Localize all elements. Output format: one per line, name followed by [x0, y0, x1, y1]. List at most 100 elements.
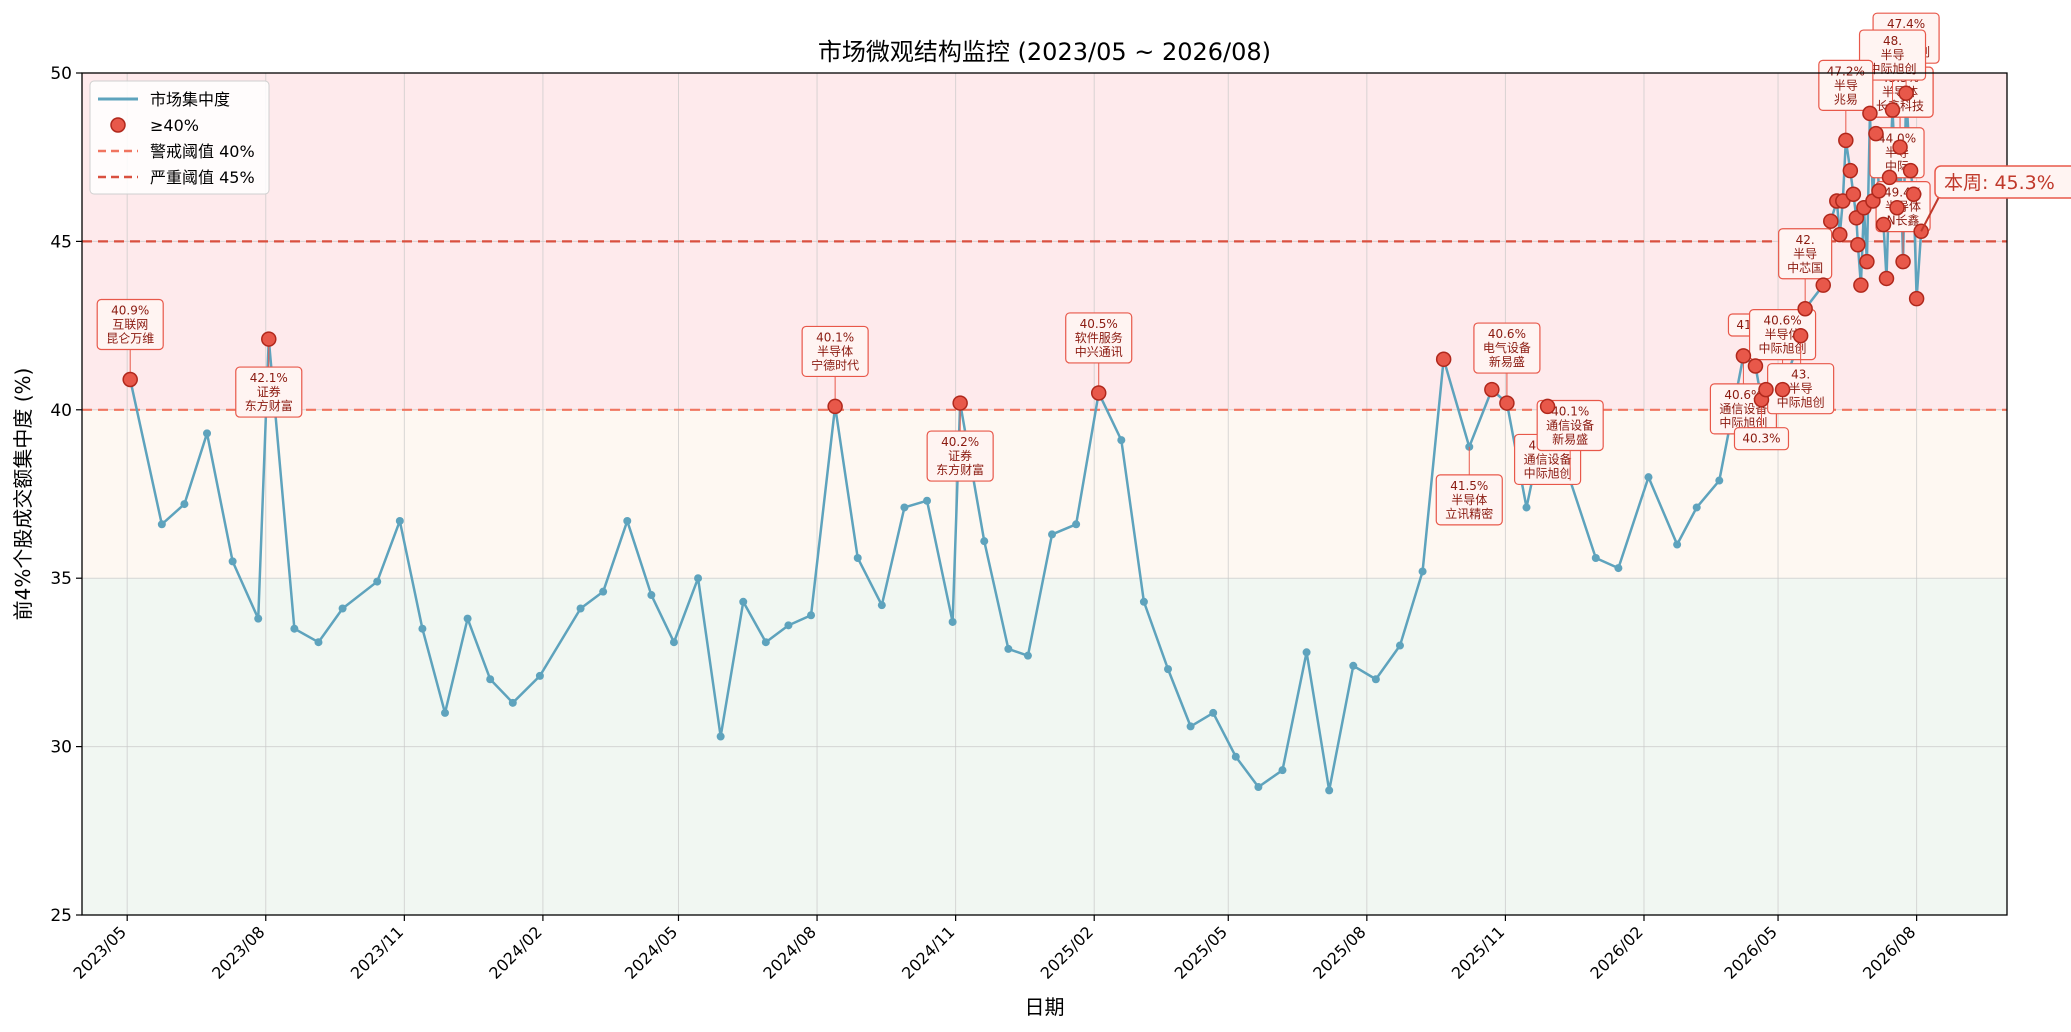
callout-text: 通信设备	[1524, 452, 1572, 466]
callout-box	[1435, 474, 1503, 526]
x-tick-label: 2023/08	[208, 922, 268, 982]
data-point	[576, 604, 585, 613]
callout-text: 40.6%	[1764, 314, 1802, 328]
data-point	[980, 537, 989, 546]
callout-box	[96, 298, 164, 351]
legend-label: 严重阈值 45%	[150, 168, 255, 187]
data-point	[1614, 564, 1623, 573]
callout-text: 半导	[1793, 247, 1817, 261]
highlight-marker	[261, 331, 277, 347]
x-tick-label: 2025/02	[1037, 922, 1097, 982]
callout-text: 东方财富	[936, 462, 984, 477]
data-point	[228, 557, 237, 566]
data-point	[1302, 648, 1311, 657]
data-point	[290, 624, 299, 633]
x-tick-label: 2023/05	[70, 922, 130, 982]
highlight-marker	[1823, 213, 1839, 229]
data-point	[1395, 641, 1404, 650]
data-point	[761, 638, 770, 647]
data-point	[739, 597, 748, 606]
callout-text: 47.2%	[1827, 64, 1865, 78]
callout-text: 40.9%	[111, 303, 149, 317]
data-point	[314, 638, 323, 647]
data-point	[1591, 553, 1600, 562]
data-point	[254, 614, 263, 623]
highlight-marker	[1878, 270, 1895, 287]
callout-labels: 40.9%互联网昆仑万维42.1%证券东方财富40.1%半导体宁德时代40.2%…	[96, 12, 1940, 526]
data-point	[441, 708, 450, 717]
highlight-marker	[1908, 290, 1925, 307]
y-tick-label: 35	[50, 569, 72, 589]
data-point	[338, 604, 347, 613]
highlight-marker	[1898, 85, 1914, 101]
data-point	[1186, 722, 1195, 731]
highlight-marker	[1735, 348, 1752, 364]
x-axis-ticks: 2023/05 2023/08 2023/11 2024/02 2024/05 2024/…	[70, 915, 1919, 983]
callout-text: 40.6%	[1488, 327, 1526, 341]
data-point	[395, 516, 404, 525]
data-point	[853, 553, 862, 562]
data-point	[647, 591, 656, 600]
data-point	[373, 577, 382, 586]
data-point	[535, 671, 544, 680]
data-point	[694, 574, 703, 583]
callout-text: 40.1%	[1551, 405, 1589, 419]
highlight-marker	[1758, 381, 1774, 398]
callout-text: 47.4%	[1887, 17, 1925, 31]
callout-box	[1065, 312, 1133, 364]
data-point	[1254, 783, 1263, 792]
callout-text: 42.1%	[250, 371, 288, 385]
legend: 市场集中度 ≥40% 警戒阈值 40% 严重阈值 45%	[89, 80, 270, 195]
callout-box	[1748, 308, 1817, 361]
data-point	[1715, 476, 1724, 485]
highlight-marker	[1842, 162, 1859, 179]
highlight-marker	[1832, 226, 1848, 243]
callout-box	[1536, 399, 1604, 452]
callout-box	[926, 430, 994, 482]
data-point	[1522, 503, 1531, 512]
callout-text: 40.1%	[816, 330, 854, 344]
x-tick-label: 2024/11	[898, 922, 958, 982]
data-point	[463, 614, 472, 623]
legend-label: 警戒阈值 40%	[150, 142, 255, 161]
legend-marker-swatch	[110, 117, 126, 133]
highlight-marker	[1853, 277, 1869, 293]
y-tick-label: 45	[50, 232, 72, 252]
highlight-marker	[1892, 139, 1908, 155]
highlight-marker	[1881, 169, 1898, 186]
highlight-marker	[1484, 381, 1500, 398]
data-point	[508, 698, 517, 707]
y-axis-label: 前4%个股成交额集中度 (%)	[11, 368, 35, 621]
background-zones	[82, 73, 2007, 915]
data-point	[900, 503, 909, 512]
callout-text: 40.5%	[1080, 317, 1118, 331]
data-point	[1048, 530, 1057, 539]
highlight-marker	[1884, 102, 1901, 118]
highlight-marker	[1875, 216, 1892, 233]
data-point	[1231, 752, 1240, 761]
highlight-marker	[1499, 395, 1515, 411]
x-tick-label: 2025/11	[1448, 922, 1508, 982]
highlight-marker	[1850, 237, 1866, 253]
highlight-marker	[1862, 105, 1878, 122]
highlight-marker	[1871, 183, 1887, 199]
highlight-markers	[122, 85, 1929, 415]
data-point	[716, 732, 725, 741]
current-label: 本周: 45.3%	[1944, 172, 2055, 194]
callout-text: 中际旭创	[1719, 415, 1767, 430]
legend-box	[89, 80, 270, 195]
data-point	[669, 638, 678, 647]
data-point	[180, 500, 189, 509]
callout: 40.3%	[1733, 399, 1790, 451]
callout-text: 东方财富	[245, 398, 293, 413]
callout-text: 43.	[1791, 368, 1810, 382]
highlight-marker	[1435, 351, 1452, 368]
plot-frame	[81, 72, 2008, 916]
callout-text: 48.	[1883, 34, 1902, 48]
